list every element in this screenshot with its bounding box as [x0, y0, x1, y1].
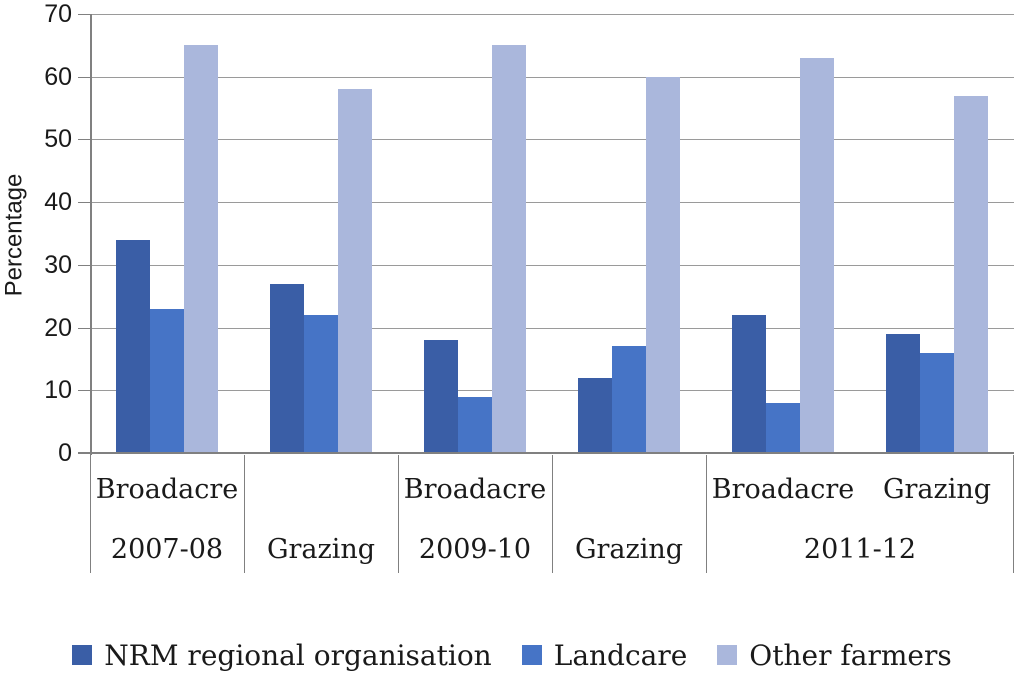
x-axis-group-label-broadacre: Broadacre — [403, 474, 547, 505]
y-tick-label-40: 40 — [44, 188, 72, 217]
x-axis-line — [78, 452, 1014, 454]
bar-landcare — [920, 352, 954, 453]
y-tick-label-20: 20 — [44, 313, 72, 342]
x-axis-cell-2007-08: Broadacre 2007-08 — [90, 453, 244, 573]
y-tick-label-50: 50 — [44, 125, 72, 154]
gridline-10 — [90, 390, 1014, 392]
legend-item-landcare: Landcare — [521, 638, 688, 672]
legend-item-nrm-regional-organisation: NRM regional organisation — [72, 638, 492, 672]
x-axis-divider-3 — [552, 455, 553, 573]
y-tick-10 — [78, 390, 90, 392]
x-axis-cell-2011-12: Broadacre Grazing 2011-12 — [706, 453, 1014, 573]
bar-landcare — [612, 346, 646, 453]
legend-label: Landcare — [553, 638, 688, 672]
bar-landcare — [150, 308, 184, 453]
bar-other-farmers — [338, 89, 372, 453]
bar-landcare — [458, 396, 492, 453]
chart-legend: NRM regional organisation Landcare Other f… — [0, 634, 1024, 676]
x-axis-period-label-2011-12: 2011-12 — [803, 534, 917, 565]
y-tick-70 — [78, 14, 90, 15]
legend-label: NRM regional organisation — [104, 638, 492, 672]
y-tick-0 — [78, 453, 90, 454]
bar-other-farmers — [954, 95, 988, 453]
y-tick-label-30: 30 — [44, 250, 72, 279]
bar-group-grazing-2011-12 — [860, 14, 1014, 453]
legend-swatch-icon — [72, 645, 93, 665]
x-axis-group-label-broadacre: Broadacre — [95, 474, 239, 505]
x-axis-group-label-broadacre: Broadacre — [711, 474, 855, 505]
bar-other-farmers — [646, 76, 680, 453]
x-axis-cell-top-row — [244, 467, 398, 513]
legend-item-other-farmers: Other farmers — [717, 638, 952, 672]
bar-group-broadacre-2011-12 — [706, 14, 860, 453]
bar-group-grazing-2007-08 — [244, 14, 398, 453]
bar-other-farmers — [184, 45, 218, 453]
bar-group-broadacre-2007-08 — [90, 14, 244, 453]
x-axis-group-label-empty — [552, 467, 706, 513]
x-axis-period-label-grazing: Grazing — [266, 534, 376, 565]
x-axis-divider-0 — [90, 455, 91, 573]
bar-group-broadacre-2009-10 — [398, 14, 552, 453]
x-axis-label-area: Broadacre 2007-08 Grazing Broadacre 2009-10 G… — [90, 453, 1014, 573]
bar-nrm-regional-organisation — [270, 283, 304, 453]
x-axis-divider-4 — [706, 455, 707, 573]
y-tick-label-0: 0 — [58, 439, 72, 467]
bar-nrm-regional-organisation — [116, 239, 150, 453]
bar-other-farmers — [492, 45, 526, 453]
y-tick-label-60: 60 — [44, 62, 72, 91]
gridline-60 — [90, 76, 1014, 78]
gridline-20 — [90, 327, 1014, 329]
y-tick-20 — [78, 327, 90, 329]
gridline-70 — [90, 14, 1014, 15]
x-axis-cell-top-row: Broadacre — [90, 467, 244, 513]
y-tick-label-10: 10 — [44, 376, 72, 405]
x-axis-cell-grazing: Grazing — [244, 453, 398, 573]
plot-area — [90, 14, 1014, 453]
bar-group-grazing-2009-10 — [552, 14, 706, 453]
legend-swatch-icon — [717, 645, 738, 665]
x-axis-divider-1 — [244, 455, 245, 573]
y-tick-40 — [78, 202, 90, 204]
x-axis-period-label-2009-10: 2009-10 — [418, 534, 532, 565]
x-axis-cell-top-row: Broadacre — [398, 467, 552, 513]
bar-landcare — [304, 315, 338, 453]
bar-nrm-regional-organisation — [886, 333, 920, 453]
legend-label: Other farmers — [749, 638, 952, 672]
x-axis-cell-grazing: Grazing — [552, 453, 706, 573]
gridline-30 — [90, 264, 1014, 266]
x-axis-group-label-grazing: Grazing — [882, 474, 992, 505]
gridline-40 — [90, 202, 1014, 204]
y-tick-label-70: 70 — [44, 0, 72, 28]
x-axis-period-label-2007-08: 2007-08 — [110, 534, 224, 565]
x-axis-group-label-empty — [244, 467, 398, 513]
x-axis-divider-2 — [398, 455, 399, 573]
bar-nrm-regional-organisation — [424, 340, 458, 453]
gridline-50 — [90, 139, 1014, 141]
y-tick-30 — [78, 264, 90, 266]
x-axis-cell-2009-10: Broadacre 2009-10 — [398, 453, 552, 573]
y-tick-60 — [78, 76, 90, 78]
x-axis-period-label-grazing: Grazing — [574, 534, 684, 565]
x-axis-cell-top-row — [552, 467, 706, 513]
legend-swatch-icon — [521, 645, 542, 665]
y-tick-50 — [78, 139, 90, 141]
bar-nrm-regional-organisation — [578, 377, 612, 453]
bar-landcare — [766, 402, 800, 453]
bar-nrm-regional-organisation — [732, 315, 766, 453]
x-axis-cell-top-row: Broadacre Grazing — [706, 467, 1014, 513]
bar-other-farmers — [800, 57, 834, 453]
x-axis-divider-5 — [1013, 455, 1014, 573]
y-axis-line — [90, 14, 92, 455]
